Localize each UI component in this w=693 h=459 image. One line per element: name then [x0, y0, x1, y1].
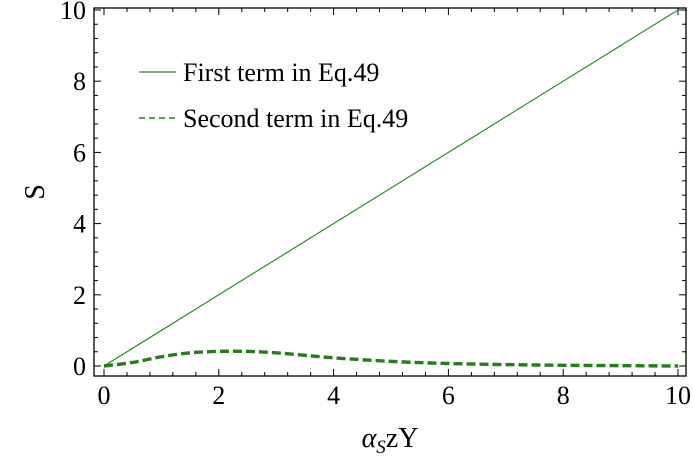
x-axis-title-greek: α [362, 423, 378, 454]
x-tick-label: 6 [442, 381, 455, 410]
x-tick-label: 8 [557, 381, 570, 410]
series-line-second-term [103, 349, 679, 368]
legend: First term in Eq.49 Second term in Eq.49 [139, 58, 408, 133]
y-tick-label: 10 [60, 0, 86, 25]
y-tick-label: 4 [73, 210, 86, 239]
y-tick-label: 2 [73, 281, 86, 310]
x-tick-label: 0 [98, 381, 111, 410]
x-tick-label: 10 [665, 381, 691, 410]
x-axis-title: αSzY [362, 423, 419, 458]
series-layer [103, 9, 679, 368]
x-axis-title-subscript: S [376, 437, 386, 458]
axis-ticks [94, 8, 686, 376]
y-tick-label: 8 [73, 67, 86, 96]
y-axis-title: S [20, 184, 51, 200]
x-tick-label: 4 [327, 381, 340, 410]
axis-tick-labels: 0 2 4 6 8 10 0 2 4 6 8 10 [60, 0, 691, 410]
x-axis-title-rest: zY [386, 423, 419, 454]
legend-label-second-term: Second term in Eq.49 [183, 104, 408, 133]
series-line-first-term [103, 9, 679, 367]
plot-frame [93, 7, 687, 377]
x-tick-label: 2 [212, 381, 225, 410]
legend-label-first-term: First term in Eq.49 [183, 58, 379, 87]
y-tick-label: 6 [73, 138, 86, 167]
y-tick-label: 0 [73, 352, 86, 381]
